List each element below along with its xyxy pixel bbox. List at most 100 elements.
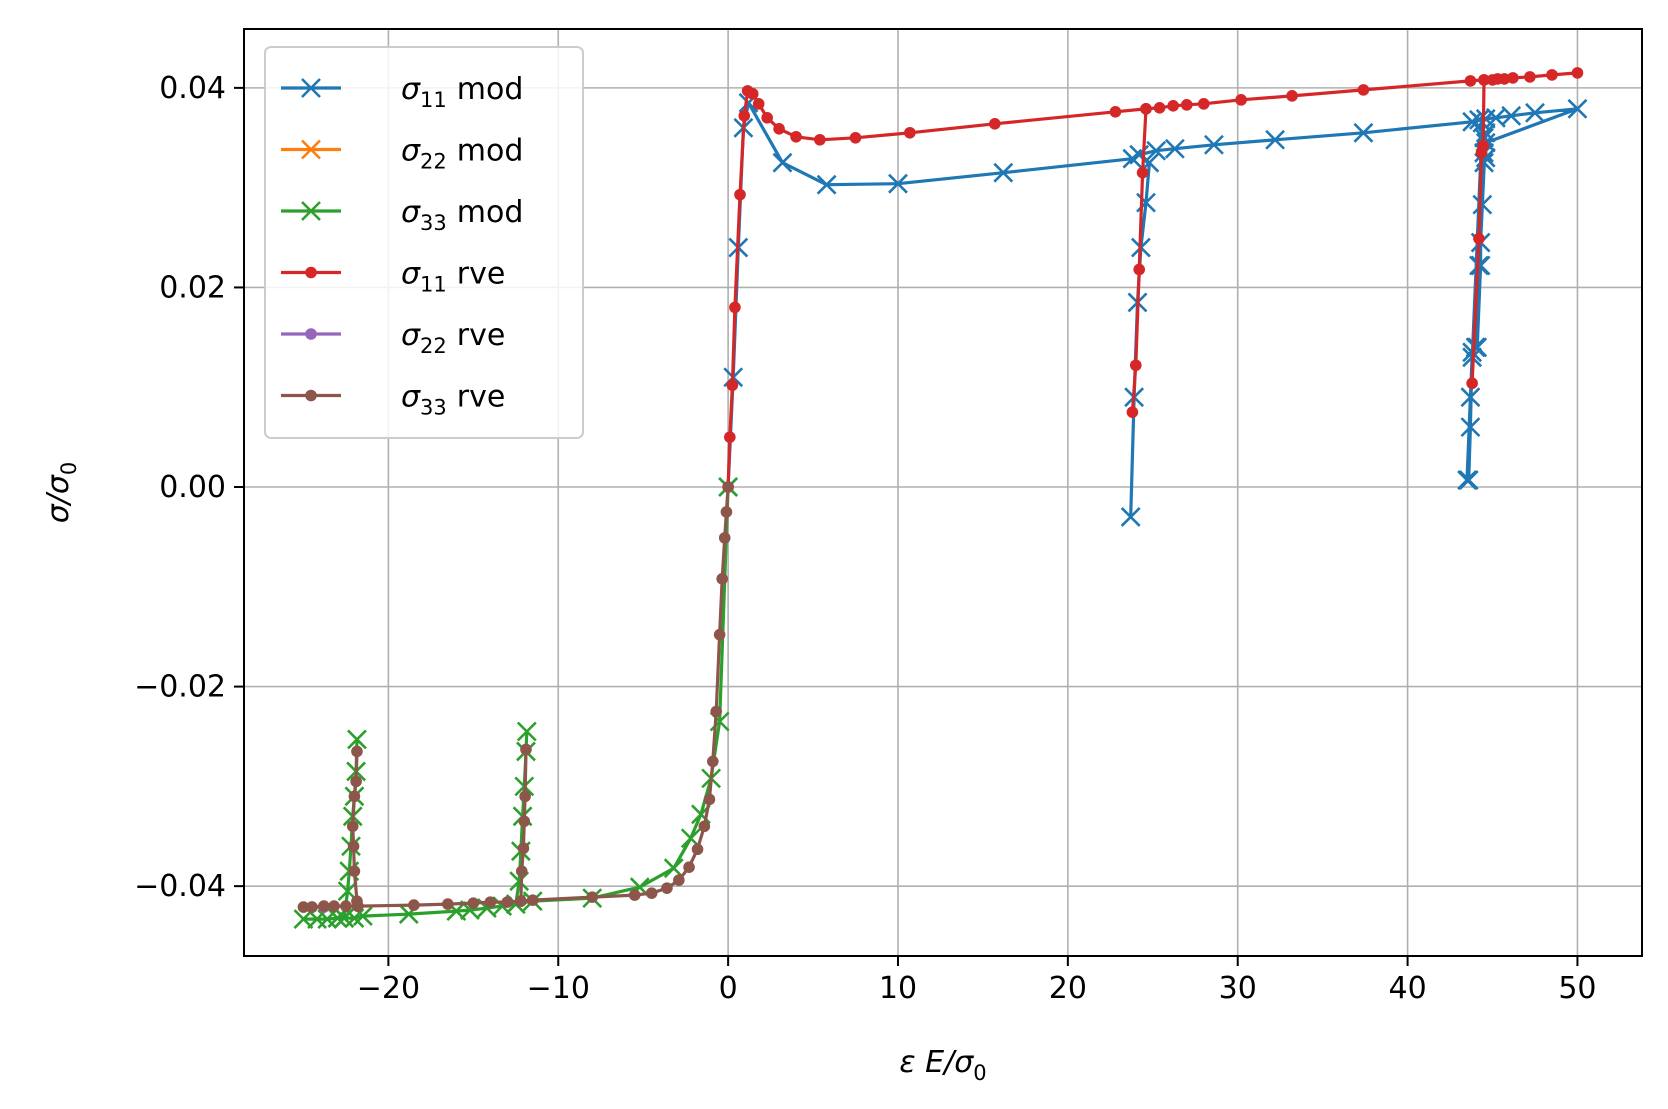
data-point bbox=[346, 820, 359, 833]
data-point bbox=[1470, 255, 1491, 276]
data-point bbox=[1478, 74, 1490, 86]
data-point bbox=[1153, 102, 1166, 114]
data-point bbox=[1120, 507, 1141, 527]
x-tick-label: 50 bbox=[1558, 971, 1596, 1006]
data-point bbox=[519, 790, 531, 803]
data-point bbox=[1146, 140, 1167, 161]
legend-label: σ22 mod bbox=[401, 134, 523, 174]
data-point bbox=[467, 897, 480, 909]
legend-label: σ33 rve bbox=[401, 380, 505, 420]
data-point bbox=[752, 98, 765, 110]
plot-frame bbox=[243, 28, 1643, 957]
data-point bbox=[347, 840, 360, 853]
data-point bbox=[1204, 134, 1224, 155]
data-point bbox=[989, 117, 1001, 130]
legend-entry: σ33 rve bbox=[281, 380, 505, 420]
data-point bbox=[351, 745, 363, 758]
data-point bbox=[734, 188, 746, 201]
data-point bbox=[517, 842, 530, 855]
legend-marker bbox=[301, 201, 321, 221]
data-point bbox=[645, 887, 658, 899]
data-point bbox=[726, 379, 739, 392]
data-point bbox=[1265, 129, 1286, 150]
data-point bbox=[1571, 67, 1584, 79]
data-point bbox=[1197, 98, 1210, 110]
y-tick-label: −0.04 bbox=[134, 869, 226, 904]
data-point bbox=[1126, 406, 1139, 418]
y-tick-label: 0.02 bbox=[159, 270, 226, 305]
data-point bbox=[663, 858, 684, 879]
data-point bbox=[773, 122, 785, 135]
data-point bbox=[1167, 100, 1179, 112]
data-point bbox=[1501, 105, 1522, 126]
series-σ11-rve-2 bbox=[1126, 103, 1152, 418]
data-point bbox=[1464, 75, 1477, 87]
data-point bbox=[761, 112, 773, 124]
series-layer bbox=[293, 67, 1588, 929]
data-point bbox=[306, 901, 318, 913]
data-point bbox=[722, 481, 734, 493]
x-axis: −20 −10 0 10 20 30 40 50 bbox=[357, 956, 1597, 1006]
data-point bbox=[318, 900, 330, 912]
legend-label: σ33 mod bbox=[401, 195, 523, 235]
legend-label: σ11 rve bbox=[401, 257, 505, 297]
x-tick-label: −10 bbox=[527, 971, 590, 1006]
data-point bbox=[713, 628, 726, 641]
data-point bbox=[1498, 73, 1511, 85]
series-line bbox=[303, 486, 730, 921]
data-point bbox=[1472, 194, 1493, 215]
data-point bbox=[1473, 232, 1485, 245]
legend-entry: σ11 rve bbox=[281, 257, 505, 297]
y-tick-label: 0.04 bbox=[159, 71, 226, 106]
data-point bbox=[518, 815, 531, 828]
data-point bbox=[297, 901, 310, 913]
data-point bbox=[586, 891, 599, 903]
data-point bbox=[408, 899, 420, 911]
data-point bbox=[1524, 71, 1536, 83]
x-tick-label: 30 bbox=[1219, 971, 1257, 1006]
legend-entry: σ22 rve bbox=[281, 318, 505, 358]
data-point bbox=[1507, 72, 1519, 84]
data-point bbox=[516, 721, 537, 742]
data-point bbox=[1567, 98, 1588, 119]
data-point bbox=[1460, 387, 1481, 408]
data-point bbox=[1458, 470, 1479, 490]
data-point bbox=[888, 173, 908, 194]
data-point bbox=[442, 898, 454, 910]
data-point bbox=[1133, 263, 1145, 276]
series-σ11-rve bbox=[722, 67, 1584, 493]
data-point bbox=[707, 755, 719, 768]
legend-marker bbox=[305, 328, 317, 340]
series-σ33-rve-3 bbox=[346, 745, 364, 912]
data-point bbox=[691, 843, 704, 856]
x-tick-label: 0 bbox=[719, 971, 738, 1006]
data-point bbox=[746, 88, 759, 100]
legend-marker bbox=[301, 139, 321, 160]
data-point bbox=[849, 131, 862, 144]
legend-entry: σ22 mod bbox=[281, 134, 523, 174]
data-point bbox=[698, 820, 711, 833]
data-point bbox=[683, 861, 695, 873]
data-point bbox=[501, 896, 514, 908]
x-axis-label: ε E/σ0 bbox=[899, 1045, 986, 1085]
data-point bbox=[1546, 69, 1558, 81]
data-point bbox=[716, 573, 728, 585]
series-σ33-rve-2 bbox=[515, 743, 532, 907]
data-point bbox=[520, 743, 532, 756]
legend-label: σ11 mod bbox=[401, 72, 523, 112]
data-point bbox=[790, 130, 802, 143]
data-point bbox=[1286, 90, 1298, 102]
data-point bbox=[515, 865, 528, 877]
x-tick-label: −20 bbox=[357, 971, 420, 1006]
data-point bbox=[904, 126, 916, 139]
y-axis: −0.04 −0.02 0.00 0.02 0.04 bbox=[134, 71, 244, 904]
data-point bbox=[718, 532, 731, 544]
data-point bbox=[1164, 138, 1185, 159]
legend-entry: σ33 mod bbox=[281, 195, 523, 235]
legend-box bbox=[264, 46, 584, 439]
data-point bbox=[729, 301, 741, 314]
data-point bbox=[526, 894, 539, 906]
data-point bbox=[340, 900, 352, 912]
data-point bbox=[720, 506, 733, 518]
